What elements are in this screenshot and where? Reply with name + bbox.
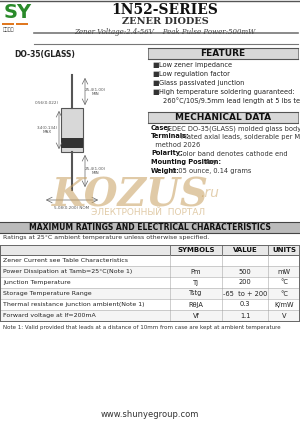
Text: 25.4(1.00)
MIN: 25.4(1.00) MIN	[84, 167, 106, 175]
Bar	[61, 108, 83, 152]
Text: JEDEC DO-35(GLASS) molded glass body: JEDEC DO-35(GLASS) molded glass body	[166, 125, 300, 131]
Text: FEATURE: FEATURE	[200, 49, 246, 58]
Bar	[0, 222, 300, 233]
Text: Power Dissipation at Tamb=25°C(Note 1): Power Dissipation at Tamb=25°C(Note 1)	[3, 269, 132, 274]
Text: 0.3: 0.3	[240, 301, 250, 308]
Text: Color band denotes cathode end: Color band denotes cathode end	[178, 150, 288, 156]
Text: 5.08(0.200) NOM: 5.08(0.200) NOM	[54, 206, 90, 210]
Text: ЭЛЕКТРОННЫЙ  ПОРТАЛ: ЭЛЕКТРОННЫЙ ПОРТАЛ	[91, 207, 205, 216]
Text: .ru: .ru	[200, 186, 219, 200]
Text: Tj: Tj	[193, 280, 199, 286]
Text: method 2026: method 2026	[151, 142, 200, 148]
Text: Plated axial leads, solderable per MIL-STD 750,: Plated axial leads, solderable per MIL-S…	[181, 133, 300, 139]
Bar	[0, 310, 300, 321]
Text: www.shunyegroup.com: www.shunyegroup.com	[101, 410, 199, 419]
Text: 200: 200	[238, 280, 251, 286]
Text: Forward voltage at If=200mA: Forward voltage at If=200mA	[3, 313, 96, 318]
Bar	[16, 23, 28, 25]
Text: °C: °C	[280, 291, 288, 297]
Text: 1.1: 1.1	[240, 312, 250, 318]
Bar	[0, 255, 300, 266]
Text: mW: mW	[278, 269, 290, 275]
Text: Note 1: Valid provided that leads at a distance of 10mm from case are kept at am: Note 1: Valid provided that leads at a d…	[3, 325, 280, 330]
Text: Terminals:: Terminals:	[151, 133, 190, 139]
Text: 260°C/10S/9.5mm lead length at 5 lbs tension: 260°C/10S/9.5mm lead length at 5 lbs ten…	[163, 97, 300, 104]
Text: K/mW: K/mW	[274, 301, 294, 308]
Text: RθJA: RθJA	[189, 301, 203, 308]
Bar	[148, 112, 298, 123]
Text: Polarity:: Polarity:	[151, 150, 183, 156]
Text: Weight:: Weight:	[151, 167, 180, 173]
Text: ■: ■	[152, 89, 159, 95]
Bar	[61, 138, 83, 148]
Text: 500: 500	[238, 269, 251, 275]
Text: V: V	[282, 312, 286, 318]
Text: Vf: Vf	[193, 312, 200, 318]
Text: MAXIMUM RATINGS AND ELECTRICAL CHARACTERISTICS: MAXIMUM RATINGS AND ELECTRICAL CHARACTER…	[29, 223, 271, 232]
Text: ■: ■	[152, 80, 159, 86]
Text: Y: Y	[16, 3, 30, 22]
Bar	[148, 48, 298, 59]
Text: Storage Temperature Range: Storage Temperature Range	[3, 291, 92, 296]
Text: 0.56(0.022): 0.56(0.022)	[35, 101, 59, 105]
Text: KOZUS: KOZUS	[52, 176, 208, 214]
Text: High temperature soldering guaranteed:: High temperature soldering guaranteed:	[159, 89, 295, 95]
Text: ■: ■	[152, 62, 159, 68]
Bar	[61, 108, 83, 152]
Text: Thermal resistance junction ambient(Note 1): Thermal resistance junction ambient(Note…	[3, 302, 145, 307]
Bar	[0, 245, 300, 255]
Text: SYMBOLS: SYMBOLS	[177, 247, 215, 253]
Text: 25.4(1.00)
MIN: 25.4(1.00) MIN	[84, 88, 106, 96]
Text: Mounting Position:: Mounting Position:	[151, 159, 221, 165]
Text: ZENER DIODES: ZENER DIODES	[122, 17, 208, 26]
Text: Ratings at 25°C ambient temperature unless otherwise specified.: Ratings at 25°C ambient temperature unle…	[3, 235, 209, 240]
Text: S: S	[4, 3, 18, 22]
Text: 0.05 ounce, 0.14 grams: 0.05 ounce, 0.14 grams	[172, 167, 251, 173]
Text: 3.4(0.134)
MAX: 3.4(0.134) MAX	[36, 126, 58, 134]
Text: Zener Voltage:2.4-56V    Peak Pulse Power:500mW: Zener Voltage:2.4-56V Peak Pulse Power:5…	[74, 28, 256, 36]
Text: Low regulation factor: Low regulation factor	[159, 71, 230, 77]
Text: MECHANICAL DATA: MECHANICAL DATA	[175, 113, 271, 122]
Text: Pm: Pm	[191, 269, 201, 275]
Bar	[0, 277, 300, 288]
Text: UNITS: UNITS	[272, 247, 296, 253]
Text: Case:: Case:	[151, 125, 172, 131]
Text: -65  to + 200: -65 to + 200	[223, 291, 267, 297]
Text: DO-35(GLASS): DO-35(GLASS)	[14, 50, 75, 59]
Text: 1N52-SERIES: 1N52-SERIES	[112, 3, 218, 17]
Text: VALUE: VALUE	[232, 247, 257, 253]
Text: 广州山益: 广州山益	[3, 27, 14, 32]
Text: Zener Current see Table Characteristics: Zener Current see Table Characteristics	[3, 258, 128, 263]
Text: Low zener impedance: Low zener impedance	[159, 62, 232, 68]
Text: Glass passivated junction: Glass passivated junction	[159, 80, 244, 86]
Text: Junction Temperature: Junction Temperature	[3, 280, 70, 285]
Text: Any: Any	[205, 159, 217, 165]
Text: °C: °C	[280, 280, 288, 286]
Bar	[0, 0, 300, 48]
Bar	[0, 299, 300, 310]
Bar	[0, 266, 300, 277]
Text: ■: ■	[152, 71, 159, 77]
Bar	[2, 23, 14, 25]
Text: Tstg: Tstg	[189, 291, 203, 297]
Bar	[0, 288, 300, 299]
